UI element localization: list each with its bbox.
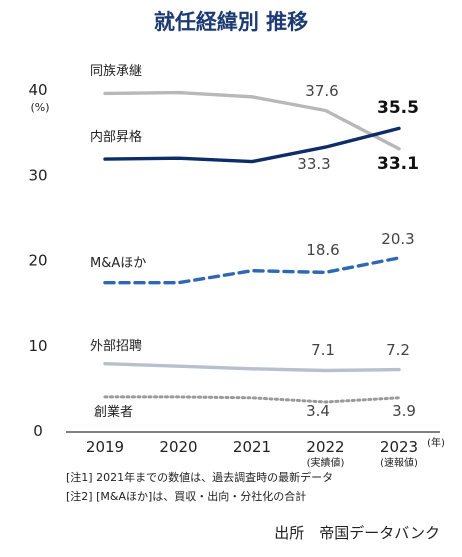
data-label: 7.2 — [386, 341, 410, 359]
data-label: 3.9 — [392, 402, 416, 420]
y-unit-label: (%) — [30, 101, 49, 114]
data-label: 35.5 — [377, 98, 419, 118]
series-line — [103, 90, 401, 151]
series-layer — [103, 90, 401, 404]
y-tick-label: 40 — [28, 81, 47, 99]
x-tick-label: 2019 — [86, 438, 124, 456]
y-tick-label: 0 — [33, 422, 43, 440]
series-name-label: 創業者 — [94, 404, 133, 420]
data-label: 7.1 — [311, 341, 335, 359]
y-tick-label: 30 — [28, 166, 47, 184]
source-credit: 出所 帝国データバンク — [274, 524, 440, 542]
data-label: 20.3 — [381, 230, 414, 248]
y-tick-label: 20 — [28, 252, 47, 270]
chart-title: 就任経緯別 推移 — [154, 10, 308, 34]
series-line — [103, 256, 401, 285]
series-line — [103, 395, 401, 404]
x-unit-label: (年) — [427, 436, 445, 449]
series-name-label: 外部招聘 — [90, 339, 142, 354]
data-label: 33.1 — [377, 154, 419, 174]
axes: 0 10 20 30 40 (%) 2019 2020 2021 2022(実績値) 2023(速報… — [28, 81, 445, 469]
x-tick-label: 2023 — [380, 438, 418, 456]
x-tick-sublabel: (速報値) — [380, 456, 418, 469]
series-name-label: M&Aほか — [90, 256, 146, 271]
data-label: 33.3 — [297, 155, 330, 173]
note-1: [注1] 2021年までの数値は、過去調査時の最新データ — [66, 470, 333, 484]
x-tick-label: 2021 — [233, 438, 271, 456]
x-tick-label: 2020 — [159, 438, 197, 456]
data-label: 3.4 — [306, 402, 330, 420]
series-line — [103, 362, 401, 373]
x-tick-label: 2022 — [306, 438, 344, 456]
data-label: 18.6 — [306, 241, 339, 259]
series-line — [103, 126, 401, 164]
note-2: [注2] [M&Aほか]は、買収・出向・分社化の合計 — [66, 489, 306, 503]
series-name-label: 内部昇格 — [90, 129, 142, 145]
series-name-label: 同族承継 — [90, 63, 142, 79]
y-tick-label: 10 — [28, 337, 47, 355]
data-label: 37.6 — [305, 82, 338, 100]
x-tick-sublabel: (実績値) — [307, 456, 345, 469]
